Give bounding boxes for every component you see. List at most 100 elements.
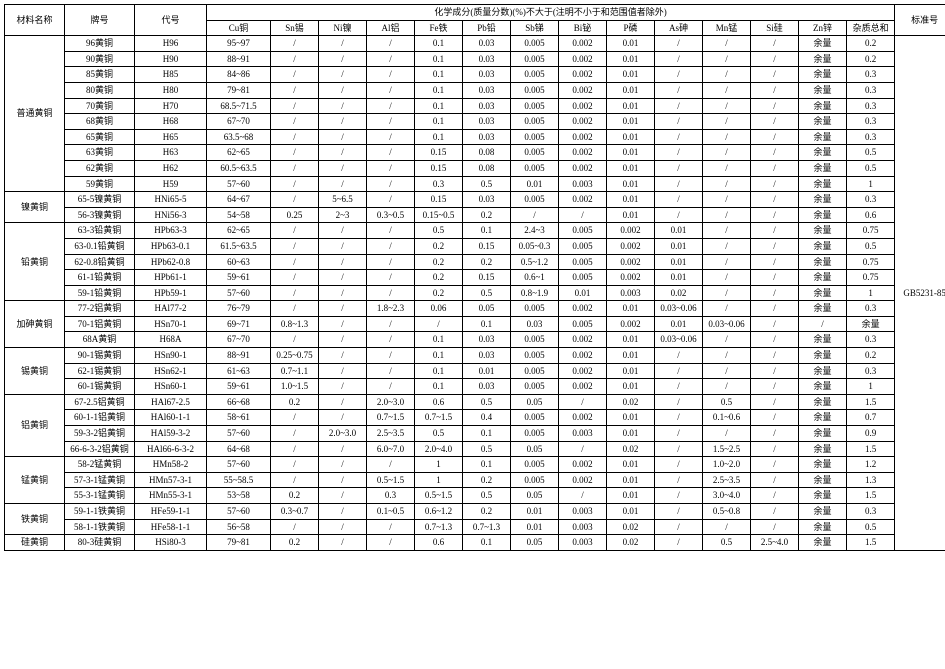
value-cell: 2.5~3.5 [703,472,751,488]
value-cell: 0.2 [271,488,319,504]
value-cell: / [751,410,799,426]
value-cell: / [703,363,751,379]
value-cell: / [751,519,799,535]
value-cell: 0.3 [847,332,895,348]
cu-cell: 58~61 [207,410,271,426]
value-cell: / [271,410,319,426]
value-cell: / [655,379,703,395]
value-cell: / [367,363,415,379]
value-cell: 0.01 [607,145,655,161]
cu-cell: 62~65 [207,223,271,239]
table-row: 65黄铜H6563.5~68///0.10.030.0050.0020.01//… [5,129,945,145]
value-cell: 0.5 [463,441,511,457]
value-cell: / [703,51,751,67]
value-cell: 0.4 [463,410,511,426]
hdr-el: Al铝 [367,20,415,36]
value-cell: 0.01 [607,129,655,145]
value-cell: 0.005 [511,363,559,379]
value-cell: 0.1 [415,67,463,83]
code-cell: H96 [135,36,207,52]
table-row: 70-1铝黄铜HSn70-169~710.8~1.3///0.10.030.00… [5,316,945,332]
cu-cell: 61.5~63.5 [207,238,271,254]
value-cell: 0.003 [559,426,607,442]
value-cell: 0.7 [847,410,895,426]
value-cell: / [271,285,319,301]
value-cell: / [751,394,799,410]
value-cell: / [319,394,367,410]
code-cell: H68 [135,114,207,130]
table-row: 62-1锡黄铜HSn62-161~630.7~1.1//0.10.010.005… [5,363,945,379]
value-cell: / [319,316,367,332]
code-cell: HPb61-1 [135,270,207,286]
value-cell: / [703,285,751,301]
value-cell: / [271,238,319,254]
value-cell: / [319,67,367,83]
value-cell: / [751,363,799,379]
value-cell: 0.005 [511,67,559,83]
value-cell: / [271,129,319,145]
code-cell: HFe59-1-1 [135,504,207,520]
value-cell: 0.2 [415,270,463,286]
brand-cell: 63-0.1铅黄铜 [65,238,135,254]
hdr-material-name: 材料名称 [5,5,65,36]
value-cell: 0.01 [655,254,703,270]
value-cell: 2.5~3.5 [367,426,415,442]
table-row: 60-1锡黄铜HSn60-159~611.0~1.5//0.10.030.005… [5,379,945,395]
value-cell: / [367,192,415,208]
table-row: 85黄铜H8584~86///0.10.030.0050.0020.01///余… [5,67,945,83]
cu-cell: 95~97 [207,36,271,52]
value-cell: 0.01 [607,332,655,348]
value-cell: 0.01 [607,192,655,208]
cu-cell: 55~58.5 [207,472,271,488]
value-cell: 0.03 [463,67,511,83]
value-cell: / [367,379,415,395]
value-cell: / [367,254,415,270]
value-cell: / [367,129,415,145]
value-cell: 1.5~2.5 [703,441,751,457]
value-cell: / [655,114,703,130]
cu-cell: 57~60 [207,457,271,473]
brand-cell: 70黄铜 [65,98,135,114]
value-cell: 1 [847,176,895,192]
value-cell: 0.2 [847,348,895,364]
value-cell: / [703,176,751,192]
value-cell: 0.1 [463,426,511,442]
value-cell: / [319,535,367,551]
value-cell: 0.1 [463,535,511,551]
value-cell: 0.7~1.5 [415,410,463,426]
table-row: 59黄铜H5957~60///0.30.50.010.0030.01///余量1 [5,176,945,192]
cu-cell: 63.5~68 [207,129,271,145]
value-cell: 0.003 [559,535,607,551]
value-cell: / [703,160,751,176]
value-cell: 0.005 [511,160,559,176]
value-cell: / [751,36,799,52]
value-cell: / [655,410,703,426]
brand-cell: 80-3硅黄铜 [65,535,135,551]
value-cell: 0.03 [463,82,511,98]
value-cell: 0.002 [559,114,607,130]
table-row: 57-3-1锰黄铜HMn57-3-155~58.5//0.5~1.510.20.… [5,472,945,488]
value-cell: / [751,82,799,98]
value-cell: 0.2 [463,254,511,270]
brand-cell: 59-3-2铝黄铜 [65,426,135,442]
value-cell: / [655,394,703,410]
value-cell: 0.05 [511,488,559,504]
value-cell: / [367,176,415,192]
value-cell: 0.3~0.7 [271,504,319,520]
hdr-el: P磷 [607,20,655,36]
value-cell: 0.01 [559,285,607,301]
table-row: 63-0.1铅黄铜HPb63-0.161.5~63.5///0.20.150.0… [5,238,945,254]
value-cell: 0.002 [559,36,607,52]
value-cell: 0.01 [607,176,655,192]
cu-cell: 68.5~71.5 [207,98,271,114]
value-cell: 0.002 [559,301,607,317]
value-cell: / [271,145,319,161]
code-cell: HMn55-3-1 [135,488,207,504]
brand-cell: 80黄铜 [65,82,135,98]
value-cell: / [655,51,703,67]
value-cell: 0.03 [463,379,511,395]
value-cell: / [319,238,367,254]
brand-cell: 55-3-1锰黄铜 [65,488,135,504]
value-cell: 0.5 [463,488,511,504]
value-cell: 0.3 [847,192,895,208]
